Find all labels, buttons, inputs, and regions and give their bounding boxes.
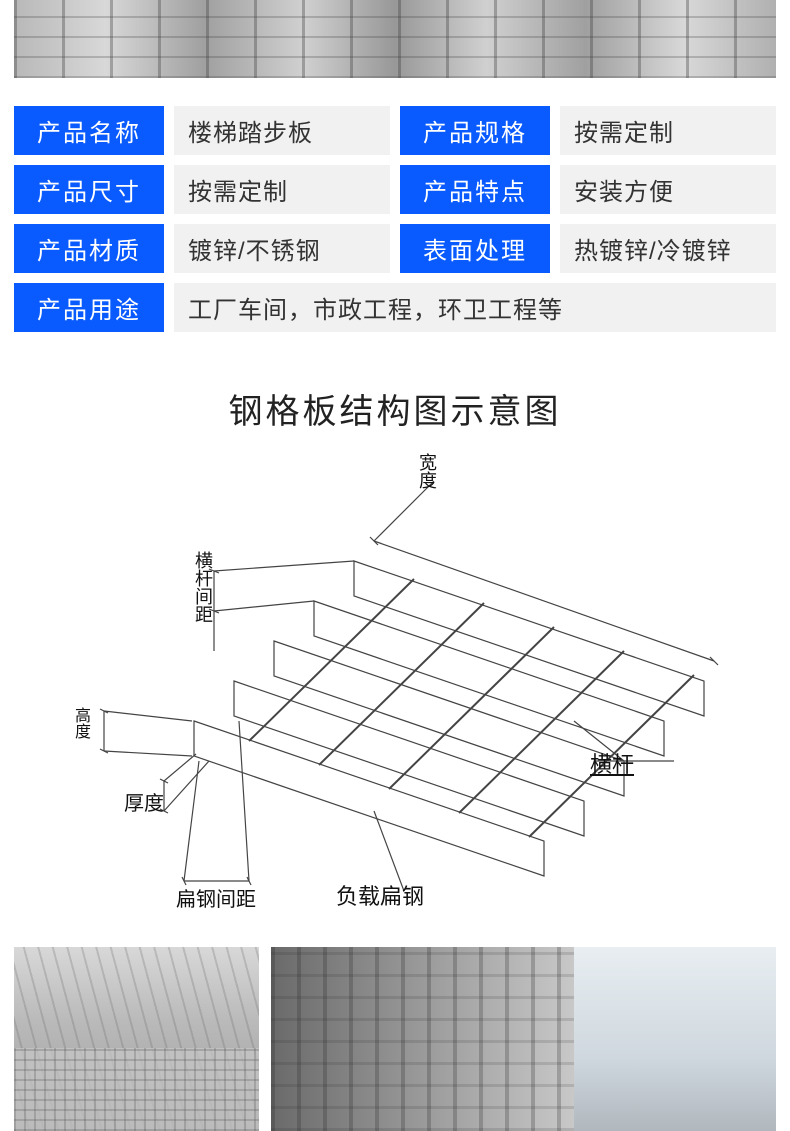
- spec-value-material: 镀锌/不锈钢: [174, 224, 390, 273]
- spec-value-name: 楼梯踏步板: [174, 106, 390, 155]
- spec-row-wide: 产品用途 工厂车间，市政工程，环卫工程等: [14, 283, 776, 332]
- label-henggan: 横杆: [590, 747, 634, 779]
- label-kuandu: 宽度: [414, 453, 440, 489]
- spec-label-size: 产品尺寸: [14, 165, 164, 214]
- spec-label-spec: 产品规格: [400, 106, 550, 155]
- spec-row: 产品材质 镀锌/不锈钢 表面处理 热镀锌/冷镀锌: [14, 224, 776, 273]
- label-fuzai-biangang: 负载扁钢: [336, 879, 424, 911]
- spec-label-material: 产品材质: [14, 224, 164, 273]
- worker-graphic: [596, 1051, 636, 1131]
- install-photo-2: [271, 947, 776, 1131]
- structure-diagram: 宽度 横杆间距 高度 厚度 扁钢间距 负载扁钢 横杆: [14, 451, 776, 931]
- spec-value-usage: 工厂车间，市政工程，环卫工程等: [174, 283, 776, 332]
- label-houdu: 厚度: [124, 787, 164, 816]
- spec-value-size: 按需定制: [174, 165, 390, 214]
- spec-value-spec: 按需定制: [560, 106, 776, 155]
- label-henggan-jianju: 横杆间距: [190, 551, 216, 623]
- spec-label-surface: 表面处理: [400, 224, 550, 273]
- spec-value-surface: 热镀锌/冷镀锌: [560, 224, 776, 273]
- install-photo-1: [14, 947, 259, 1131]
- bottom-photo-row: [14, 947, 776, 1131]
- diagram-title: 钢格板结构图示意图: [0, 384, 790, 433]
- spec-row: 产品尺寸 按需定制 产品特点 安装方便: [14, 165, 776, 214]
- spec-table: 产品名称 楼梯踏步板 产品规格 按需定制 产品尺寸 按需定制 产品特点 安装方便…: [14, 106, 776, 332]
- diagram-svg: [14, 451, 776, 931]
- product-photo-top: [14, 0, 776, 78]
- spec-label-usage: 产品用途: [14, 283, 164, 332]
- label-gaodu: 高度: [68, 707, 92, 739]
- spec-label-feature: 产品特点: [400, 165, 550, 214]
- spec-value-feature: 安装方便: [560, 165, 776, 214]
- building-graphic: [656, 957, 746, 1097]
- spec-row: 产品名称 楼梯踏步板 产品规格 按需定制: [14, 106, 776, 155]
- label-biangang-jianju: 扁钢间距: [176, 883, 256, 912]
- spec-label-name: 产品名称: [14, 106, 164, 155]
